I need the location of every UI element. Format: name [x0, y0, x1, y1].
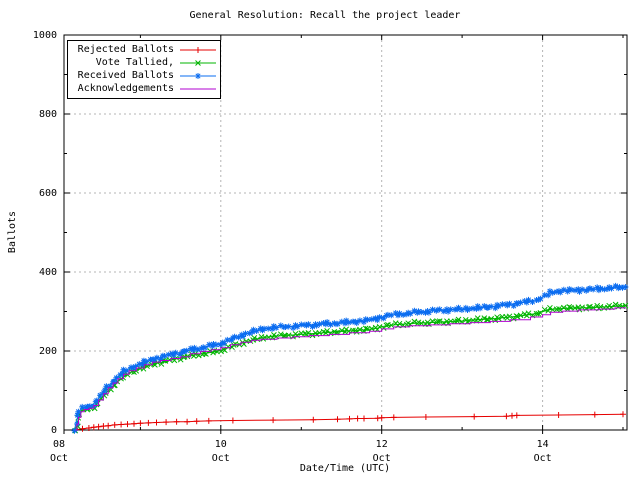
legend-label: Received Ballots [77, 70, 174, 81]
y-tick-label: 0 [51, 425, 57, 436]
legend: Rejected Ballots Vote Tallied, Received … [67, 40, 221, 99]
legend-label: Vote Tallied, [95, 57, 174, 68]
legend-item-acknowledgements: Acknowledgements [71, 82, 217, 95]
x-tick-label: 14 [537, 439, 549, 450]
legend-item-tallied: Vote Tallied, [71, 56, 217, 69]
series-received-ballots [71, 282, 629, 434]
x-tick-label: Oct [534, 453, 552, 464]
y-tick-label: 800 [39, 109, 57, 120]
legend-item-rejected: Rejected Ballots [71, 43, 217, 56]
legend-sample-line [180, 46, 216, 53]
chart-title: General Resolution: Recall the project l… [190, 10, 461, 21]
y-tick-label: 600 [39, 188, 57, 199]
legend-label: Rejected Ballots [77, 44, 174, 55]
y-tick-label: 400 [39, 267, 57, 278]
y-tick-label: 1000 [33, 30, 57, 41]
x-tick-label: 12 [376, 439, 388, 450]
legend-sample-line [180, 72, 216, 79]
x-tick-label: Oct [212, 453, 230, 464]
y-axis-title: Ballots [7, 211, 18, 253]
x-axis-title: Date/Time (UTC) [300, 463, 390, 474]
legend-sample-line [180, 88, 216, 89]
series-rejected-ballots [73, 411, 626, 433]
legend-label: Acknowledgements [77, 83, 174, 94]
plot-generated: 0 200 400 600 800 1000 08 Oct 10 Oct 12 Oct 14 Oct [33, 30, 629, 464]
legend-sample-line [180, 59, 216, 66]
x-tick-label: 08 [53, 439, 65, 450]
series-acknowledgements [75, 307, 626, 431]
y-tick-label: 200 [39, 346, 57, 357]
axes [63, 34, 628, 434]
legend-item-received: Received Ballots [71, 69, 217, 82]
x-tick-label: 10 [215, 439, 227, 450]
x-tick-label: Oct [50, 453, 68, 464]
gridlines [64, 35, 627, 430]
x-tick-label: Oct [373, 453, 391, 464]
tick-labels: 0 200 400 600 800 1000 08 Oct 10 Oct 12 Oct 14 Oct [33, 30, 552, 464]
